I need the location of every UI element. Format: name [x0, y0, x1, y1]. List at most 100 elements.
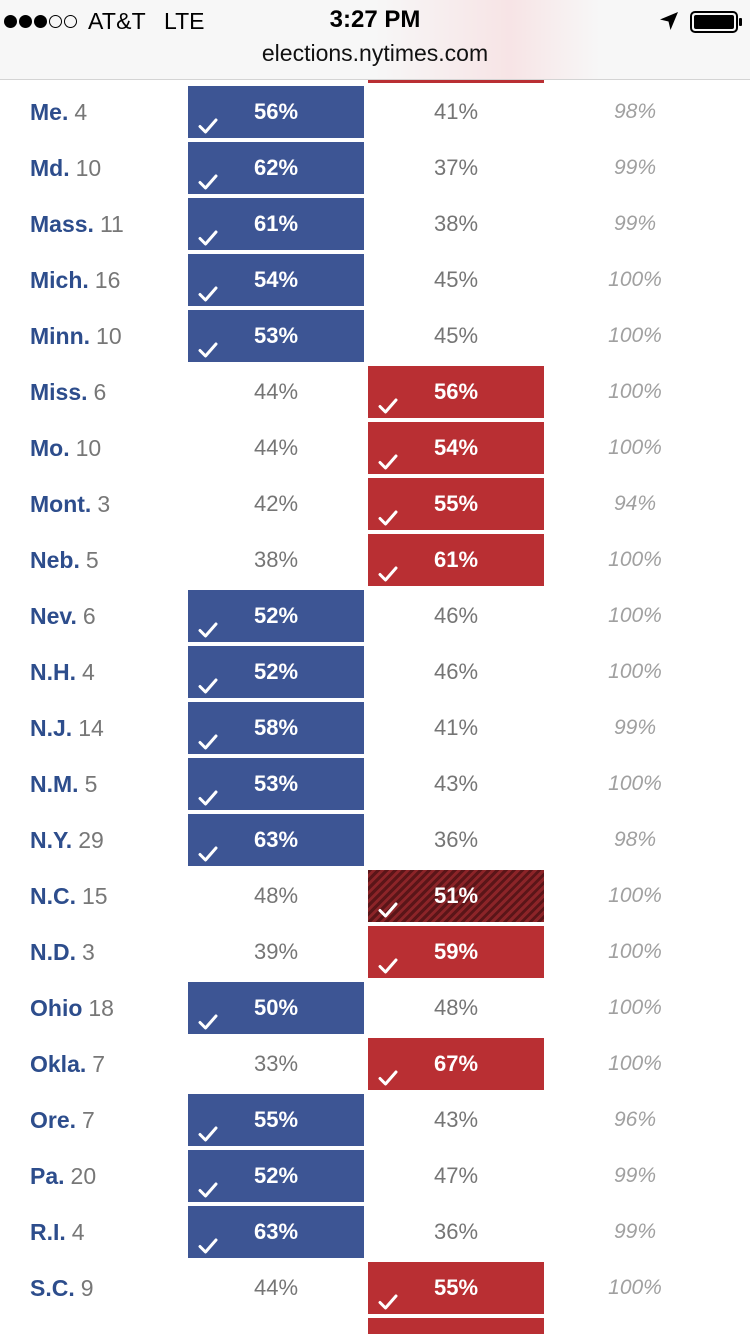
- winner-check-icon: [198, 718, 218, 750]
- state-result-row[interactable]: S.C. 9 44% 55% 100%: [0, 1262, 750, 1318]
- rep-percent: 46%: [433, 603, 479, 628]
- state-name: Neb.: [30, 547, 80, 573]
- electoral-votes: 15: [82, 883, 108, 909]
- electoral-votes: 5: [85, 547, 99, 573]
- dem-percent: 63%: [253, 827, 299, 852]
- precincts-reporting: 100%: [608, 380, 662, 403]
- dem-result-cell: 58%: [188, 702, 364, 754]
- state-name: Mass.: [30, 211, 94, 237]
- state-result-row[interactable]: N.Y. 29 63% 36% 98%: [0, 814, 750, 870]
- rep-result-cell: 46%: [368, 590, 544, 642]
- state-result-row[interactable]: Okla. 7 33% 67% 100%: [0, 1038, 750, 1094]
- state-label: Minn. 10: [30, 310, 122, 362]
- next-row-rep-bar-edge: [368, 1318, 544, 1334]
- state-result-row[interactable]: Md. 10 62% 37% 99%: [0, 142, 750, 198]
- rep-result-cell: 36%: [368, 1206, 544, 1258]
- dem-result-cell: 42%: [188, 478, 364, 530]
- state-result-row[interactable]: R.I. 4 63% 36% 99%: [0, 1206, 750, 1262]
- dem-percent: 55%: [253, 1107, 299, 1132]
- url-bar[interactable]: elections.nytimes.com: [261, 40, 489, 66]
- dem-result-cell: 52%: [188, 590, 364, 642]
- state-result-row[interactable]: Miss. 6 44% 56% 100%: [0, 366, 750, 422]
- dem-percent: 52%: [253, 659, 299, 684]
- electoral-votes: 7: [92, 1051, 106, 1077]
- electoral-votes: 4: [71, 1219, 85, 1245]
- winner-check-icon: [378, 1278, 398, 1310]
- battery-icon: [690, 11, 742, 33]
- rep-result-cell: 67%: [368, 1038, 544, 1090]
- state-result-row[interactable]: Mo. 10 44% 54% 100%: [0, 422, 750, 478]
- state-result-row[interactable]: N.J. 14 58% 41% 99%: [0, 702, 750, 758]
- state-result-row[interactable]: Me. 4 56% 41% 98%: [0, 86, 750, 142]
- precincts-reporting: 98%: [613, 828, 657, 851]
- rep-percent: 45%: [433, 323, 479, 348]
- state-result-row[interactable]: Mass. 11 61% 38% 99%: [0, 198, 750, 254]
- dem-result-cell: 52%: [188, 1150, 364, 1202]
- dem-result-cell: 53%: [188, 310, 364, 362]
- state-result-row[interactable]: N.H. 4 52% 46% 100%: [0, 646, 750, 702]
- electoral-votes: 18: [88, 995, 114, 1021]
- state-name: S.C.: [30, 1275, 75, 1301]
- winner-check-icon: [378, 550, 398, 582]
- state-result-row[interactable]: Minn. 10 53% 45% 100%: [0, 310, 750, 366]
- rep-percent: 37%: [433, 155, 479, 180]
- electoral-votes: 10: [96, 323, 122, 349]
- state-name: N.C.: [30, 883, 76, 909]
- rep-result-cell: 59%: [368, 926, 544, 978]
- dem-percent: 38%: [253, 547, 299, 572]
- state-result-row[interactable]: Mont. 3 42% 55% 94%: [0, 478, 750, 534]
- electoral-votes: 14: [78, 715, 104, 741]
- state-name: Nev.: [30, 603, 77, 629]
- dem-result-cell: 62%: [188, 142, 364, 194]
- state-result-row[interactable]: Ore. 7 55% 43% 96%: [0, 1094, 750, 1150]
- state-label: N.D. 3: [30, 926, 95, 978]
- rep-percent: 46%: [433, 659, 479, 684]
- electoral-votes: 11: [99, 211, 124, 237]
- state-name: N.D.: [30, 939, 76, 965]
- state-label: N.M. 5: [30, 758, 97, 810]
- state-result-row[interactable]: Neb. 5 38% 61% 100%: [0, 534, 750, 590]
- rep-percent: 56%: [433, 379, 479, 404]
- state-result-row[interactable]: Mich. 16 54% 45% 100%: [0, 254, 750, 310]
- winner-check-icon: [198, 1166, 218, 1198]
- electoral-votes: 6: [82, 603, 96, 629]
- winner-check-icon: [378, 382, 398, 414]
- precincts-reporting: 99%: [613, 1164, 657, 1187]
- rep-percent: 51%: [433, 883, 479, 908]
- state-label: Md. 10: [30, 142, 101, 194]
- state-label: N.C. 15: [30, 870, 108, 922]
- rep-result-cell: 43%: [368, 1094, 544, 1146]
- precincts-reporting: 100%: [608, 940, 662, 963]
- rep-result-cell: 56%: [368, 366, 544, 418]
- state-name: Okla.: [30, 1051, 87, 1077]
- state-result-row[interactable]: N.C. 15 48% 51% 100%: [0, 870, 750, 926]
- state-result-row[interactable]: N.M. 5 53% 43% 100%: [0, 758, 750, 814]
- location-arrow-icon: [660, 12, 678, 30]
- dem-percent: 33%: [253, 1051, 299, 1076]
- dem-result-cell: 44%: [188, 366, 364, 418]
- state-name: Mich.: [30, 267, 89, 293]
- rep-percent: 59%: [433, 939, 479, 964]
- network-type: LTE: [164, 8, 205, 34]
- electoral-votes: 7: [82, 1107, 95, 1133]
- state-result-row[interactable]: Pa. 20 52% 47% 99%: [0, 1150, 750, 1206]
- rep-percent: 36%: [433, 1219, 479, 1244]
- precincts-reporting: 100%: [608, 772, 662, 795]
- electoral-votes: 16: [94, 267, 121, 293]
- dem-percent: 52%: [253, 603, 299, 628]
- winner-check-icon: [198, 214, 218, 246]
- dem-percent: 53%: [253, 323, 299, 348]
- state-label: R.I. 4: [30, 1206, 85, 1258]
- winner-check-icon: [378, 494, 398, 526]
- state-result-row[interactable]: Nev. 6 52% 46% 100%: [0, 590, 750, 646]
- rep-percent: 43%: [433, 771, 479, 796]
- dem-percent: 62%: [253, 155, 299, 180]
- state-label: Neb. 5: [30, 534, 99, 586]
- rep-result-cell: 54%: [368, 422, 544, 474]
- dem-result-cell: 56%: [188, 86, 364, 138]
- precincts-reporting: 99%: [613, 156, 657, 179]
- state-result-row[interactable]: Ohio 18 50% 48% 100%: [0, 982, 750, 1038]
- winner-check-icon: [198, 102, 218, 134]
- state-result-row[interactable]: N.D. 3 39% 59% 100%: [0, 926, 750, 982]
- rep-result-cell: 45%: [368, 254, 544, 306]
